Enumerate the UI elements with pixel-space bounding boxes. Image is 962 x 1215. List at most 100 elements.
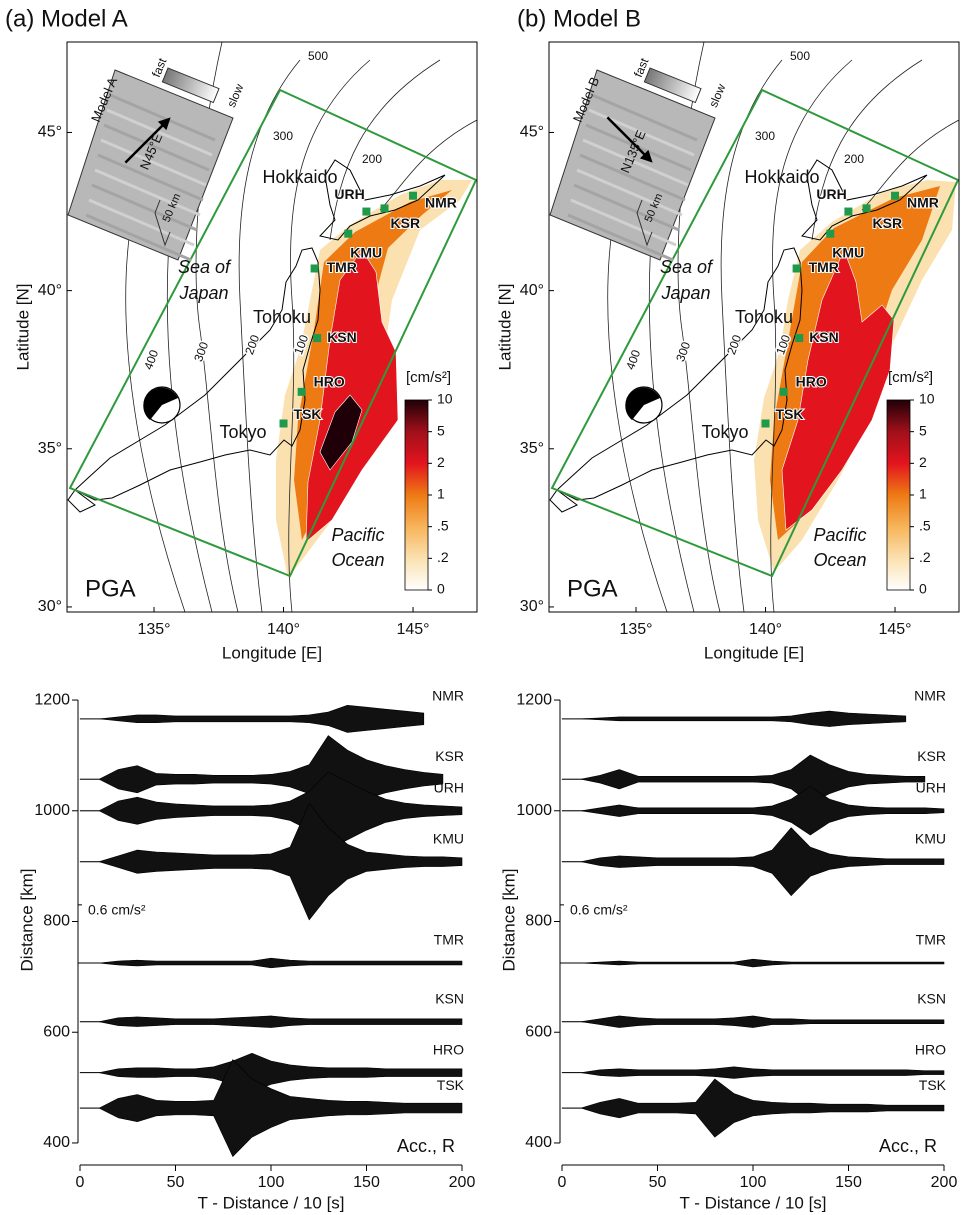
colorbar-tick-label: 0: [919, 581, 927, 597]
region-label: Japan: [660, 283, 710, 303]
map-panel: (a) Model AModel AfastslowN45°E50 kmHokk…: [5, 5, 477, 662]
x-tick-label: 100: [258, 1174, 285, 1191]
station-marker: [844, 208, 852, 216]
seismogram-panel: 400 600 800 1000 1200 0 50 100 150 200 T - Distanc…: [17, 688, 475, 1213]
x-axis-label: Longitude [E]: [222, 643, 322, 662]
x-tick-label: 200: [931, 1174, 958, 1191]
station-marker: [409, 192, 417, 200]
trace-label: KSR: [435, 748, 464, 764]
panel-title: (b) Model B: [517, 5, 641, 32]
x-tick-label: 135°: [137, 621, 170, 638]
panel-title: (a) Model A: [5, 5, 128, 32]
colorbar-tick-label: 0: [437, 581, 445, 597]
y-tick-label: 800: [43, 913, 70, 930]
y-axis-label: Latitude [N]: [495, 284, 514, 371]
contour-label: 500: [790, 49, 810, 63]
region-label: Japan: [178, 283, 228, 303]
y-tick-label: 1200: [34, 691, 70, 708]
station-label: KMU: [350, 244, 382, 260]
station-marker: [280, 419, 288, 427]
amplitude-scale-label: 0.6 cm/s²: [570, 902, 628, 918]
trace-envelope: [562, 1067, 944, 1079]
trace-label: TSK: [919, 1077, 947, 1093]
x-axis-label: T - Distance / 10 [s]: [197, 1193, 344, 1212]
colorbar-tick-label: 10: [919, 391, 935, 407]
station-label: KSN: [809, 329, 839, 345]
y-tick-label: 400: [43, 1134, 70, 1151]
station-label: NMR: [907, 194, 939, 210]
station-marker: [780, 388, 788, 396]
y-tick-label: 30°: [38, 598, 62, 615]
contour-label: 300: [273, 129, 293, 143]
station-label: HRO: [314, 374, 345, 390]
colorbar-tick-label: 2: [919, 454, 927, 470]
trace-label: TSK: [437, 1077, 465, 1093]
station-marker: [344, 230, 352, 238]
station-marker: [298, 388, 306, 396]
region-label: Tohoku: [253, 307, 311, 327]
station-label: TSK: [776, 406, 804, 422]
x-tick-label: 50: [167, 1174, 185, 1191]
contour-label: 200: [844, 152, 864, 166]
region-label: Hokkaido: [262, 167, 337, 187]
trace-label: HRO: [433, 1041, 464, 1057]
trace-envelope: [562, 711, 906, 727]
colorbar-tick-label: 5: [919, 422, 927, 438]
x-tick-label: 50: [649, 1174, 667, 1191]
panel-label: PGA: [567, 575, 618, 602]
trace-envelope: [562, 1016, 944, 1028]
station-label: URH: [334, 186, 364, 202]
amplitude-scale-label: 0.6 cm/s²: [88, 902, 146, 918]
trace-envelope: [562, 959, 944, 967]
x-axis-label: Longitude [E]: [704, 643, 804, 662]
x-tick-label: 150: [835, 1174, 862, 1191]
region-label: Ocean: [331, 550, 384, 570]
y-tick-label: 35°: [520, 440, 544, 457]
station-label: KSR: [873, 215, 903, 231]
x-tick-label: 200: [449, 1174, 476, 1191]
x-axis-label: T - Distance / 10 [s]: [679, 1193, 826, 1212]
station-marker: [362, 208, 370, 216]
colorbar-tick-label: .2: [437, 549, 449, 565]
colorbar-label: [cm/s²]: [406, 369, 451, 386]
x-tick-label: 140°: [749, 621, 782, 638]
colorbar-tick-label: .5: [437, 517, 449, 533]
colorbar-tick-label: 5: [437, 422, 445, 438]
colorbar: [887, 400, 910, 590]
station-marker: [795, 334, 803, 342]
trace-label: NMR: [432, 688, 464, 704]
station-label: KSR: [391, 215, 421, 231]
contour-label: 200: [362, 152, 382, 166]
trace-envelope: [562, 828, 944, 896]
station-marker: [311, 264, 319, 272]
trace-label: TMR: [434, 932, 464, 948]
region-label: Tokyo: [219, 422, 266, 442]
station-marker: [891, 192, 899, 200]
station-marker: [762, 419, 770, 427]
region-label: Sea of: [178, 257, 232, 277]
y-tick-label: 1000: [34, 802, 70, 819]
x-tick-label: 150: [353, 1174, 380, 1191]
trace-label: KSR: [917, 748, 946, 764]
y-tick-label: 600: [525, 1023, 552, 1040]
x-tick-label: 0: [76, 1174, 85, 1191]
station-label: TMR: [809, 259, 839, 275]
trace-label: KMU: [915, 830, 946, 846]
trace-envelope: [562, 755, 925, 804]
trace-envelope: [80, 705, 424, 732]
y-tick-label: 600: [43, 1023, 70, 1040]
station-label: KMU: [832, 244, 864, 260]
y-tick-label: 35°: [38, 440, 62, 457]
station-marker: [826, 230, 834, 238]
y-tick-label: 45°: [520, 124, 544, 141]
station-marker: [863, 204, 871, 212]
colorbar-label: [cm/s²]: [888, 369, 933, 386]
station-label: HRO: [796, 374, 827, 390]
colorbar-tick-label: .5: [919, 517, 931, 533]
trace-label: KSN: [435, 990, 464, 1006]
colorbar-tick-label: 2: [437, 454, 445, 470]
y-tick-label: 40°: [520, 282, 544, 299]
trace-envelope: [562, 787, 944, 836]
